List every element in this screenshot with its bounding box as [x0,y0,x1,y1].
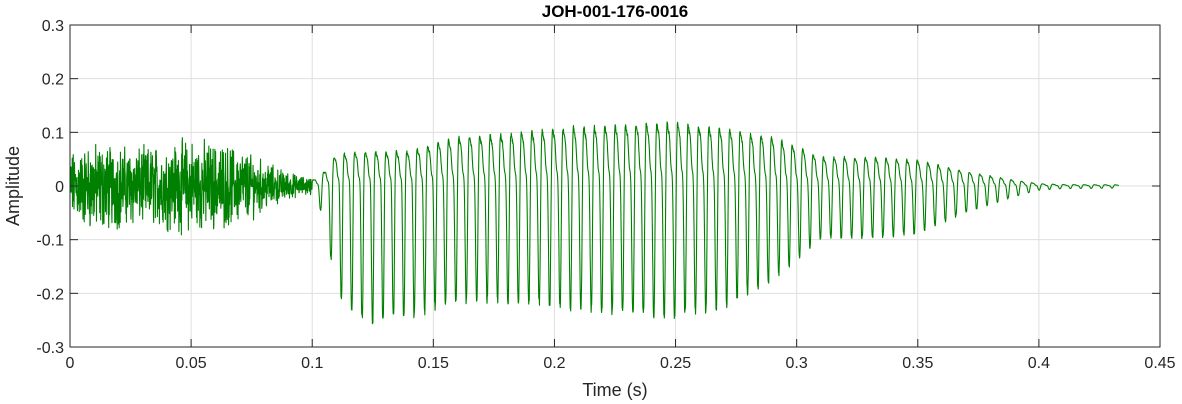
x-tick-label: 0.35 [902,355,933,372]
y-axis-label: Amplitude [3,146,23,226]
y-tick-label: 0.1 [42,125,64,142]
tick-labels: 0 0.05 0.1 0.15 0.2 0.25 0.3 0.35 0.4 0.45 -0.3 -0.… [36,18,1175,372]
x-axis-label: Time (s) [582,380,647,400]
x-tick-label: 0.25 [660,355,691,372]
x-tick-label: 0.15 [418,355,449,372]
chart-title: JOH-001-176-0016 [542,2,688,21]
y-tick-label: 0.2 [42,72,64,89]
y-tick-label: -0.1 [36,233,64,250]
y-tick-label: 0 [55,179,64,196]
waveform-line [70,121,1120,325]
x-tick-label: 0.4 [1028,355,1050,372]
y-tick-label: -0.3 [36,340,64,357]
x-tick-label: 0.2 [543,355,565,372]
x-tick-label: 0.45 [1144,355,1175,372]
x-tick-label: 0.05 [176,355,207,372]
x-tick-label: 0.3 [786,355,808,372]
x-tick-label: 0.1 [301,355,323,372]
tick-marks [69,24,1161,348]
x-tick-label: 0 [66,355,75,372]
y-tick-label: 0.3 [42,18,64,35]
y-tick-label: -0.2 [36,286,64,303]
